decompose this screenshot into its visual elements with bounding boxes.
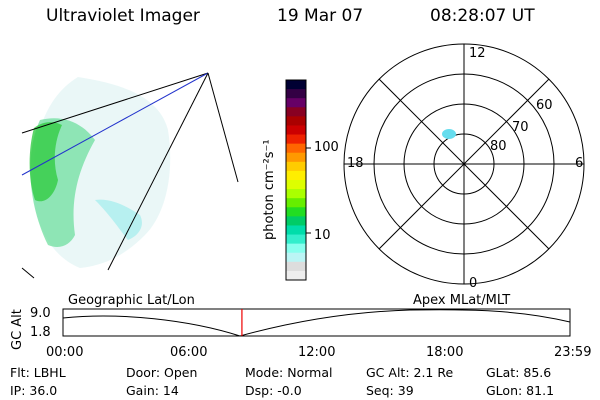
status-dsp: Dsp: -0.0 bbox=[245, 383, 302, 398]
colorbar-segment bbox=[286, 116, 306, 126]
colorbar-segment bbox=[286, 261, 306, 272]
colorbar-segment bbox=[286, 270, 306, 281]
time-tick-4: 23:59 bbox=[554, 345, 592, 360]
colorbar-frame bbox=[285, 79, 307, 281]
colorbar bbox=[285, 79, 311, 281]
colorbar-segment bbox=[286, 161, 306, 172]
alt-max-label: 9.0 bbox=[30, 306, 51, 321]
colorbar-segment bbox=[286, 125, 306, 136]
colorbar-segment bbox=[286, 152, 306, 163]
mlt-label-12: 12 bbox=[469, 46, 486, 61]
status-ip: IP: 36.0 bbox=[10, 383, 58, 398]
status-gc-alt: GC Alt: 2.1 Re bbox=[366, 365, 454, 380]
status-glon: GLon: 81.1 bbox=[486, 383, 555, 398]
colorbar-segment bbox=[286, 207, 306, 217]
colorbar-segment bbox=[286, 134, 306, 145]
altitude-timeline bbox=[62, 308, 571, 337]
status-gain: Gain: 14 bbox=[126, 383, 179, 398]
colorbar-segment bbox=[286, 252, 306, 263]
colorbar-segment bbox=[286, 180, 306, 190]
colorbar-segment bbox=[286, 243, 306, 254]
colorbar-segment bbox=[286, 98, 306, 108]
colorbar-segment bbox=[286, 234, 306, 245]
colorbar-unit-label: photon cm⁻²s⁻¹ bbox=[262, 139, 277, 240]
colorbar-tick-10: 10 bbox=[314, 228, 331, 243]
polar-plot bbox=[343, 43, 585, 285]
colorbar-segment bbox=[286, 107, 306, 117]
lat-label-80: 80 bbox=[490, 139, 507, 154]
colorbar-segment bbox=[286, 143, 306, 154]
mlt-label-6: 6 bbox=[575, 156, 584, 171]
timeline-axis-label: GC Alt bbox=[10, 309, 25, 350]
status-door: Door: Open bbox=[126, 365, 198, 380]
lat-label-60: 60 bbox=[536, 98, 553, 113]
alt-min-label: 1.8 bbox=[30, 325, 51, 340]
date-label: 19 Mar 07 bbox=[277, 6, 364, 26]
lat-label-70: 70 bbox=[512, 120, 529, 135]
status-filter: Flt: LBHL bbox=[10, 365, 66, 380]
mlt-label-0: 0 bbox=[469, 276, 478, 291]
time-tick-3: 18:00 bbox=[426, 345, 464, 360]
colorbar-segment bbox=[286, 216, 306, 226]
colorbar-segment bbox=[286, 80, 306, 90]
status-seq: Seq: 39 bbox=[366, 383, 414, 398]
colorbar-segment bbox=[286, 189, 306, 199]
time-label: 08:28:07 UT bbox=[430, 6, 535, 26]
colorbar-tick-100: 100 bbox=[314, 140, 339, 155]
colorbar-segment bbox=[286, 170, 306, 181]
time-tick-2: 12:00 bbox=[298, 345, 336, 360]
timeline-right-title: Apex MLat/MLT bbox=[413, 293, 511, 308]
time-tick-0: 00:00 bbox=[46, 345, 84, 360]
mlt-label-18: 18 bbox=[347, 156, 364, 171]
colorbar-segment bbox=[286, 225, 306, 236]
instrument-title: Ultraviolet Imager bbox=[46, 6, 200, 26]
time-tick-1: 06:00 bbox=[170, 345, 208, 360]
status-mode: Mode: Normal bbox=[245, 365, 333, 380]
timeline-left-title: Geographic Lat/Lon bbox=[68, 293, 195, 308]
status-glat: GLat: 85.6 bbox=[486, 365, 552, 380]
earth-image bbox=[21, 72, 239, 279]
colorbar-segment bbox=[286, 198, 306, 208]
colorbar-segment bbox=[286, 89, 306, 99]
